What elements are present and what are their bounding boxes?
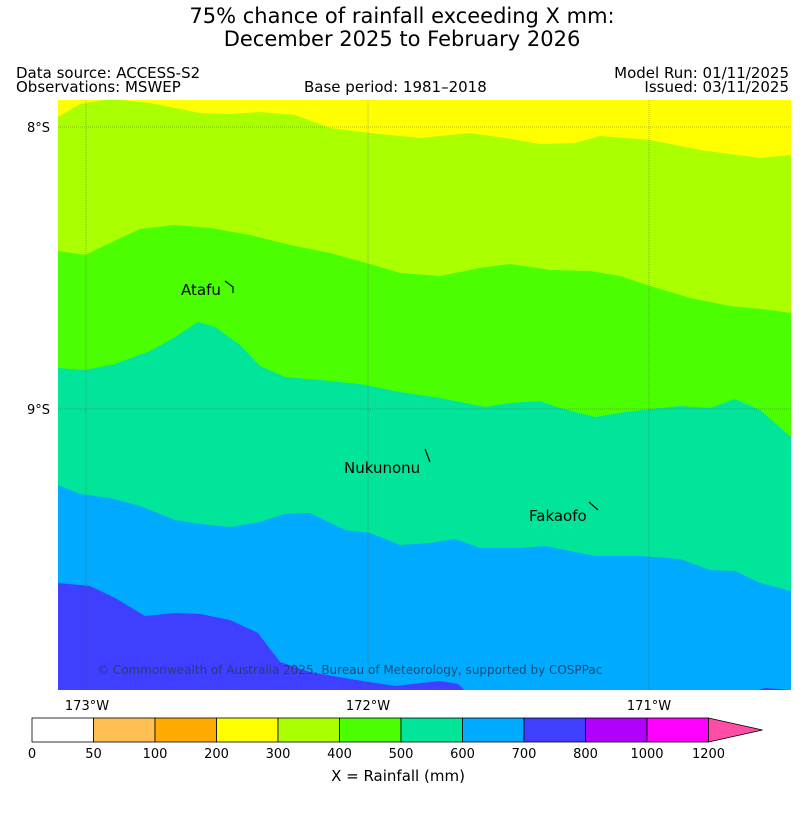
atolls: [224, 280, 599, 511]
place-label-fakaofo: Fakaofo: [529, 507, 587, 525]
legend-tick-label: 400: [327, 747, 352, 762]
legend-tick-label: 800: [573, 747, 598, 762]
fakaofo-outline: [588, 501, 599, 511]
legend-tick-label: 0: [28, 747, 36, 762]
legend-tick-label: 1200: [692, 747, 725, 762]
model-run-text: Model Run: 01/11/2025: [614, 64, 789, 82]
legend-tick-label: 300: [266, 747, 291, 762]
issued-text: Issued: 03/11/2025: [644, 78, 789, 96]
legend-tick-label: 700: [512, 747, 537, 762]
legend-swatch: [585, 717, 648, 743]
legend-swatch: [523, 717, 586, 743]
rainfall-zones: [58, 100, 791, 690]
place-label-atafu: Atafu: [181, 281, 221, 299]
legend-tick-label: 600: [450, 747, 475, 762]
legend-swatch: [154, 717, 217, 743]
legend-swatch: [339, 717, 402, 743]
legend-title: X = Rainfall (mm): [331, 767, 465, 785]
legend-swatch: [400, 717, 463, 743]
legend-colorbar: 0 50 100 200 300 400 500 600 700 800 1000 1200: [28, 717, 763, 762]
atafu-outline: [224, 280, 234, 293]
zone-700-800: [58, 583, 465, 690]
data-source-text: Data source: ACCESS-S2: [16, 64, 201, 82]
legend-swatch: [93, 717, 156, 743]
legend-arrow: [708, 717, 763, 743]
place-label-nukunonu: Nukunonu: [344, 459, 420, 477]
legend-tick-label: 100: [143, 747, 168, 762]
lat-label-9s: 9°S: [27, 403, 50, 418]
map-title-line1: 75% chance of rainfall exceeding X mm:: [189, 4, 615, 28]
zone-700-800-corner: [758, 688, 791, 690]
copyright-text: © Commonwealth of Australia 2025, Bureau…: [97, 663, 602, 677]
legend-tick-label: 200: [204, 747, 229, 762]
legend-tick-label: 500: [389, 747, 414, 762]
legend-swatch: [462, 717, 525, 743]
base-period-text: Base period: 1981–2018: [304, 78, 487, 96]
lon-label-171w: 171°W: [627, 699, 671, 714]
lat-label-8s: 8°S: [27, 121, 50, 136]
map-title-line2: December 2025 to February 2026: [223, 27, 581, 51]
nukunonu-outline: [424, 448, 431, 463]
legend-tick-label: 50: [85, 747, 102, 762]
legend-tick-label: 1000: [630, 747, 663, 762]
legend-swatch: [216, 717, 279, 743]
lon-label-172w: 172°W: [346, 699, 390, 714]
legend-swatch: [277, 717, 340, 743]
observations-text: Observations: MSWEP: [16, 78, 181, 96]
legend-swatch: [31, 717, 94, 743]
lon-label-173w: 173°W: [65, 699, 109, 714]
grid-lines: [58, 100, 791, 690]
legend-swatch: [646, 717, 709, 743]
